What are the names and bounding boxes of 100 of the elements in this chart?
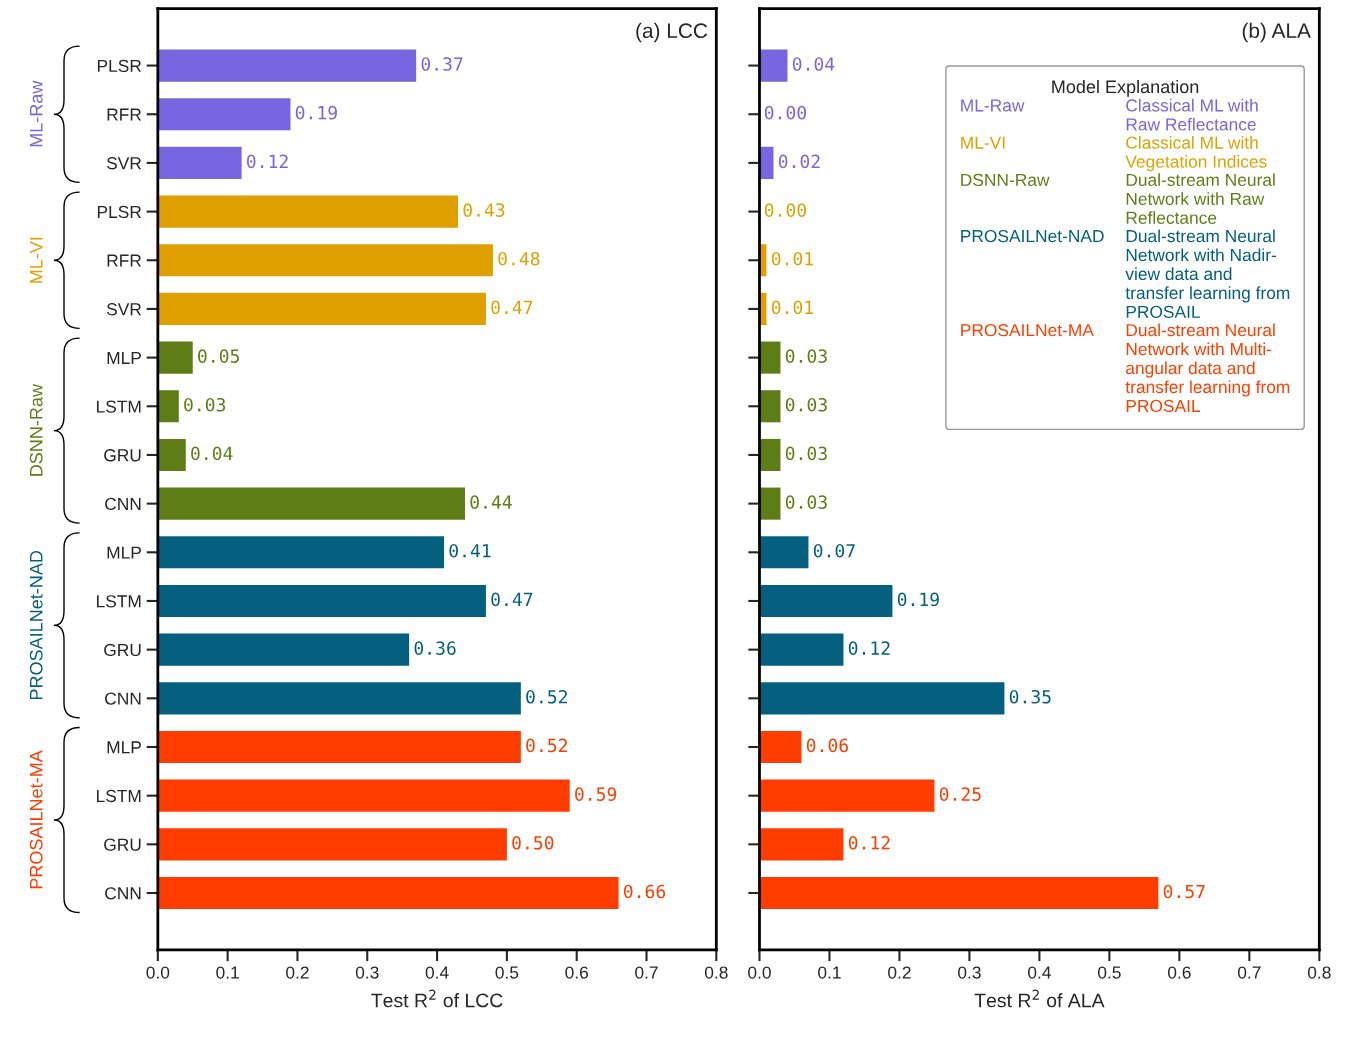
data-label: 0.25 <box>939 787 981 801</box>
x-tick-label: 0.5 <box>1098 966 1121 979</box>
x-tick-label: 0.8 <box>1307 966 1331 979</box>
x-tick-label: 0.6 <box>1167 966 1191 979</box>
bar <box>157 49 417 82</box>
bar <box>157 195 459 228</box>
bar <box>759 584 893 618</box>
x-tick-label: 0.8 <box>704 966 728 979</box>
annotation: Dual-stream Neural Network with Raw Reflectance <box>1126 173 1275 224</box>
x-tick-label: 0.1 <box>216 966 239 979</box>
data-label: 0.05 <box>198 349 239 363</box>
x-tick-label: 0.0 <box>748 966 771 979</box>
data-label: 0.12 <box>246 154 288 169</box>
bar <box>759 682 1005 715</box>
annotation: Dual-stream Neural Network with Nadir- view data and transfer learning from PROSAIL <box>1125 229 1290 319</box>
bar <box>157 633 410 666</box>
data-label: 0.19 <box>897 592 939 607</box>
data-label: 0.04 <box>191 446 233 461</box>
data-label: 0.00 <box>764 105 806 120</box>
x-tick-label: 0.3 <box>958 966 981 979</box>
x-tick-label: 0.1 <box>818 966 841 979</box>
bar <box>157 828 507 861</box>
bar <box>759 779 935 812</box>
bar <box>759 828 844 861</box>
text: ML-Raw <box>30 80 43 147</box>
x-tick-label: 0.4 <box>425 966 449 979</box>
bar <box>157 98 291 131</box>
x-tick-label: 0.7 <box>1237 966 1261 979</box>
bar <box>157 536 445 569</box>
annotation: Classical ML with Vegetation Indices <box>1125 136 1267 172</box>
data-label: 0.36 <box>414 641 456 655</box>
bar <box>157 341 193 374</box>
bar <box>759 341 781 374</box>
bar <box>759 487 781 520</box>
text: ML-VI <box>30 237 43 283</box>
x-tick-label: 0.5 <box>495 966 519 979</box>
text: DSNN-Raw <box>29 383 43 476</box>
data-label: 0.37 <box>421 57 463 71</box>
text: PROSAILNet-MA <box>29 750 43 889</box>
text: (a) LCC <box>636 22 708 43</box>
x-tick-label: 0.7 <box>635 966 658 979</box>
data-label: 0.03 <box>785 397 827 412</box>
data-label: 0.59 <box>575 787 617 801</box>
data-label: 0.01 <box>771 300 813 315</box>
data-label: 0.41 <box>449 543 491 558</box>
text: PROSAILNet-NAD <box>961 229 1104 243</box>
y-tick-label: GRU <box>104 449 141 462</box>
data-label: 0.01 <box>771 251 813 266</box>
bar <box>759 876 1159 910</box>
x-tick-label: 0.3 <box>355 966 379 979</box>
text: (b) ALA <box>1242 22 1311 43</box>
data-label: 0.03 <box>785 495 827 509</box>
bar <box>157 487 465 520</box>
y-tick-label: CNN <box>105 692 141 705</box>
bar <box>157 876 619 910</box>
y-tick-label: LSTM <box>96 400 141 413</box>
bar <box>759 633 844 666</box>
y-tick-label: MLP <box>107 351 141 364</box>
y-tick-label: RFR <box>107 108 142 121</box>
y-tick-label: GRU <box>104 643 141 657</box>
y-tick-label: PLSR <box>97 205 142 219</box>
data-label: 0.12 <box>848 641 890 655</box>
y-tick-label: CNN <box>105 887 141 900</box>
x-tick-label: 0.4 <box>1028 966 1051 979</box>
bar <box>157 390 179 423</box>
y-tick-label: GRU <box>104 838 141 851</box>
data-label: 0.19 <box>295 105 337 120</box>
data-label: 0.44 <box>470 495 512 509</box>
data-label: 0.07 <box>813 543 855 558</box>
data-label: 0.35 <box>1009 689 1051 704</box>
x-tick-label: 0.0 <box>146 966 170 979</box>
text: ML-VI <box>961 136 1005 149</box>
data-label: 0.02 <box>778 154 820 169</box>
text: DSNN-Raw <box>961 173 1050 187</box>
y-tick-label: CNN <box>105 497 141 511</box>
bar <box>759 49 788 82</box>
bar <box>157 584 486 618</box>
bar <box>759 536 809 569</box>
y-tick-label: LSTM <box>96 595 141 608</box>
bar <box>759 438 781 472</box>
text: PROSAILNet-NAD <box>29 550 43 700</box>
data-label: 0.66 <box>623 884 666 899</box>
bar <box>759 730 802 764</box>
data-label: 0.03 <box>785 349 827 363</box>
x-tick-label: 0.6 <box>565 966 588 979</box>
data-label: 0.06 <box>806 738 848 753</box>
data-label: 0.03 <box>785 446 827 461</box>
bar <box>157 438 186 472</box>
bar <box>157 146 242 179</box>
text: PROSAILNet-MA <box>961 323 1094 337</box>
data-label: 0.12 <box>848 835 890 850</box>
data-label: 0.48 <box>498 251 540 266</box>
data-label: 0.04 <box>792 57 835 71</box>
data-label: 0.52 <box>526 689 567 704</box>
data-label: 0.47 <box>491 592 533 607</box>
text: ML-Raw <box>961 99 1025 112</box>
annotation: Classical ML with Raw Reflectance <box>1126 98 1258 131</box>
bar <box>157 244 493 277</box>
bar <box>157 292 486 325</box>
y-tick-label: SVR <box>106 157 142 170</box>
